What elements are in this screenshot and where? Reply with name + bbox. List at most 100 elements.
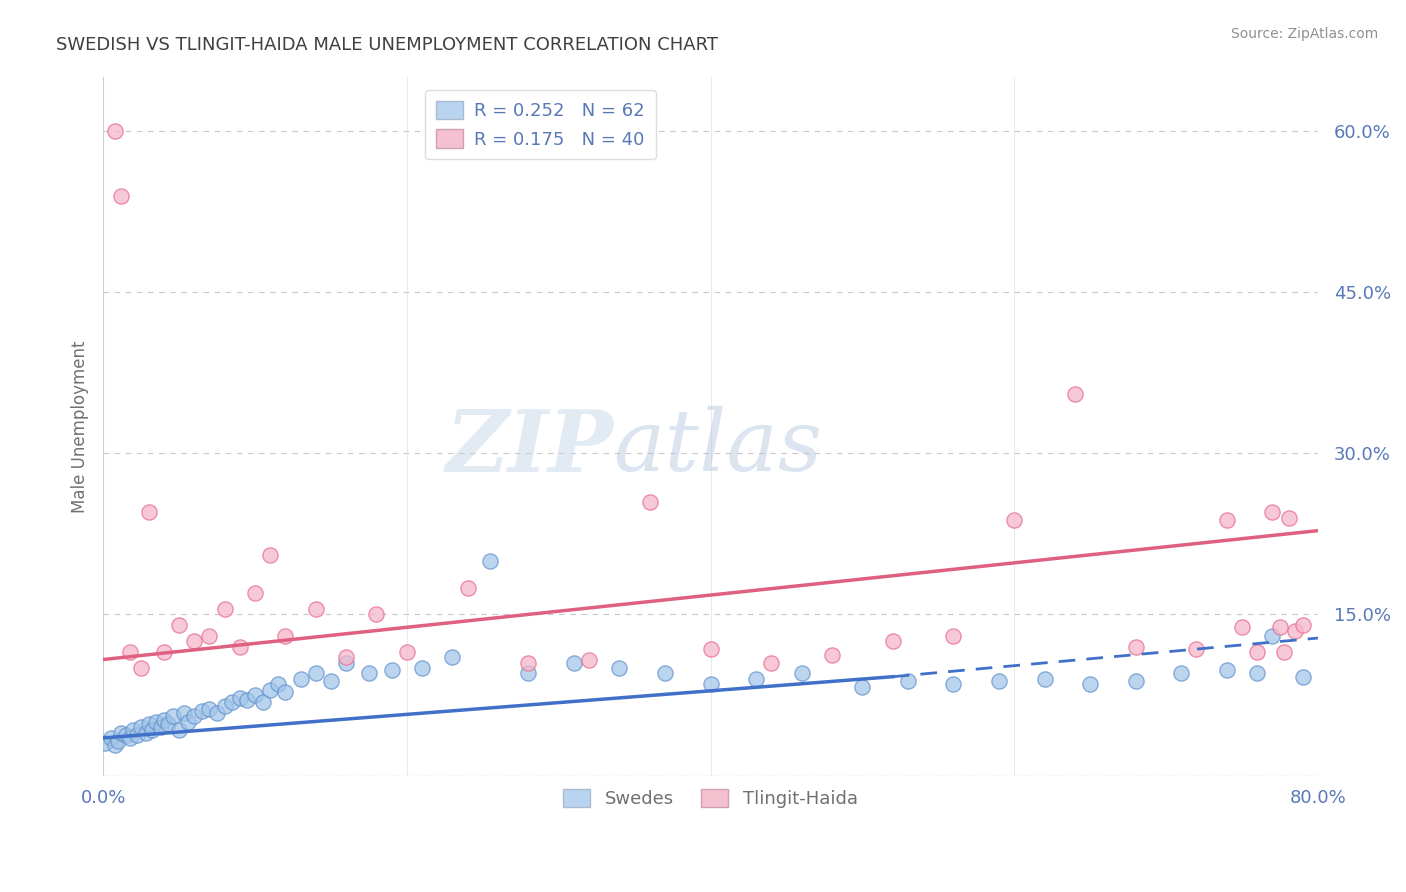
Text: Source: ZipAtlas.com: Source: ZipAtlas.com xyxy=(1230,27,1378,41)
Point xyxy=(1002,513,1025,527)
Point xyxy=(153,645,176,659)
Point xyxy=(1284,624,1306,638)
Point xyxy=(129,720,152,734)
Point xyxy=(167,723,190,738)
Point xyxy=(149,720,172,734)
Text: SWEDISH VS TLINGIT-HAIDA MALE UNEMPLOYMENT CORRELATION CHART: SWEDISH VS TLINGIT-HAIDA MALE UNEMPLOYME… xyxy=(56,36,718,54)
Point xyxy=(790,666,813,681)
Point xyxy=(1170,666,1192,681)
Point xyxy=(1033,672,1056,686)
Point xyxy=(942,629,965,643)
Point xyxy=(191,704,214,718)
Point xyxy=(214,602,236,616)
Point xyxy=(214,698,236,713)
Point xyxy=(167,618,190,632)
Point xyxy=(107,734,129,748)
Point xyxy=(1125,673,1147,688)
Point xyxy=(129,661,152,675)
Point xyxy=(274,629,297,643)
Point xyxy=(1064,387,1087,401)
Point xyxy=(183,709,205,723)
Point xyxy=(100,731,122,745)
Point xyxy=(441,650,464,665)
Point xyxy=(1078,677,1101,691)
Point xyxy=(517,666,540,681)
Point xyxy=(1292,618,1315,632)
Point xyxy=(229,640,252,654)
Point xyxy=(141,723,163,738)
Point xyxy=(205,706,228,721)
Point xyxy=(153,713,176,727)
Point xyxy=(699,641,721,656)
Point xyxy=(138,505,160,519)
Point xyxy=(638,494,661,508)
Point xyxy=(479,554,502,568)
Point xyxy=(236,693,259,707)
Point xyxy=(395,645,418,659)
Point xyxy=(357,666,380,681)
Point xyxy=(1246,645,1268,659)
Point xyxy=(274,684,297,698)
Point xyxy=(252,696,274,710)
Point xyxy=(335,650,357,665)
Point xyxy=(411,661,433,675)
Point xyxy=(93,736,115,750)
Point xyxy=(157,717,180,731)
Point xyxy=(162,709,184,723)
Point xyxy=(1278,510,1301,524)
Point xyxy=(1216,663,1239,677)
Point xyxy=(1274,645,1296,659)
Point xyxy=(457,581,479,595)
Point xyxy=(173,706,195,721)
Point xyxy=(120,645,142,659)
Text: atlas: atlas xyxy=(613,406,823,489)
Point xyxy=(135,725,157,739)
Point xyxy=(897,673,920,688)
Point xyxy=(1230,620,1253,634)
Point xyxy=(122,723,145,738)
Point xyxy=(259,549,281,563)
Point xyxy=(699,677,721,691)
Point xyxy=(319,673,342,688)
Point xyxy=(183,634,205,648)
Y-axis label: Male Unemployment: Male Unemployment xyxy=(72,340,89,513)
Point xyxy=(229,691,252,706)
Point xyxy=(761,656,783,670)
Point xyxy=(305,666,328,681)
Legend: Swedes, Tlingit-Haida: Swedes, Tlingit-Haida xyxy=(557,781,865,815)
Point xyxy=(988,673,1011,688)
Point xyxy=(745,672,768,686)
Point xyxy=(125,728,148,742)
Point xyxy=(578,652,600,666)
Point xyxy=(517,656,540,670)
Point xyxy=(120,731,142,745)
Point xyxy=(1246,666,1268,681)
Point xyxy=(1216,513,1239,527)
Point xyxy=(177,714,200,729)
Point xyxy=(562,656,585,670)
Point xyxy=(221,696,243,710)
Point xyxy=(654,666,676,681)
Text: ZIP: ZIP xyxy=(446,406,613,489)
Point xyxy=(104,739,127,753)
Point xyxy=(104,124,127,138)
Point xyxy=(198,702,221,716)
Point xyxy=(267,677,290,691)
Point xyxy=(1268,620,1291,634)
Point xyxy=(259,682,281,697)
Point xyxy=(1125,640,1147,654)
Point xyxy=(942,677,965,691)
Point xyxy=(381,663,404,677)
Point xyxy=(882,634,904,648)
Point xyxy=(243,586,266,600)
Point xyxy=(198,629,221,643)
Point xyxy=(366,607,388,622)
Point xyxy=(1261,505,1284,519)
Point xyxy=(851,681,873,695)
Point xyxy=(1261,629,1284,643)
Point xyxy=(115,728,138,742)
Point xyxy=(145,714,167,729)
Point xyxy=(821,648,844,663)
Point xyxy=(138,717,160,731)
Point xyxy=(609,661,631,675)
